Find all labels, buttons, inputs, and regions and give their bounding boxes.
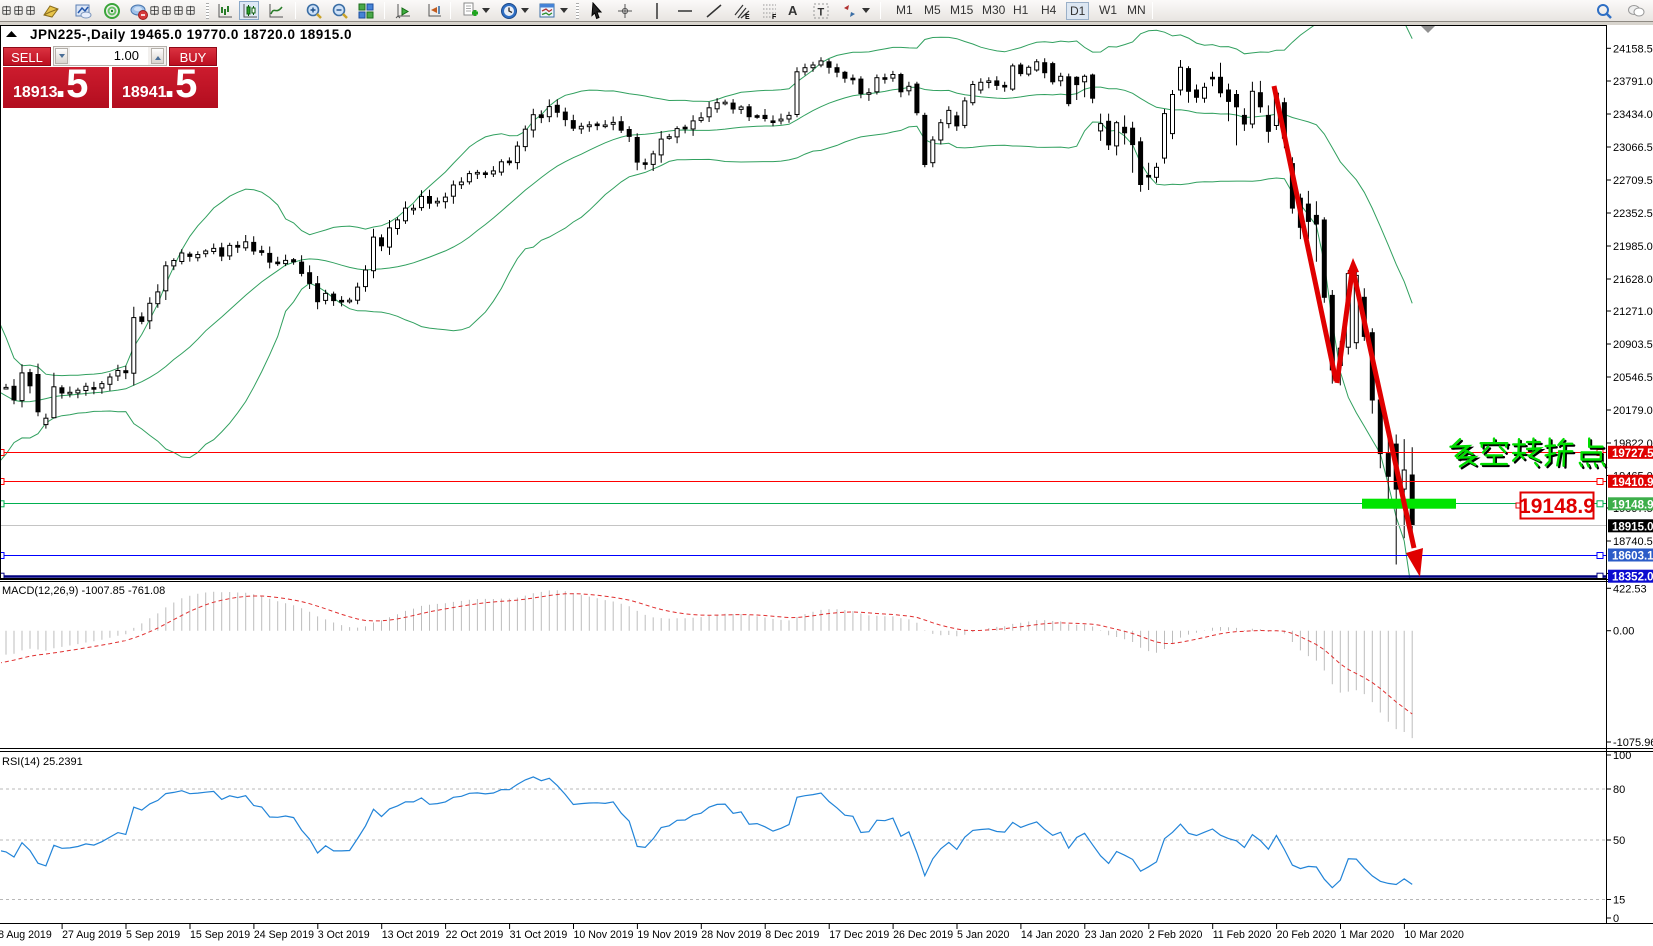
svg-text:100: 100 bbox=[1613, 750, 1631, 762]
svg-text:11 Feb 2020: 11 Feb 2020 bbox=[1213, 929, 1272, 941]
svg-text:19148.9: 19148.9 bbox=[1612, 499, 1653, 511]
svg-text:20179.0: 20179.0 bbox=[1613, 405, 1653, 417]
svg-text:18352.0: 18352.0 bbox=[1612, 572, 1653, 584]
svg-text:JPN225-,Daily 19465.0 19770.0: JPN225-,Daily 19465.0 19770.0 18720.0 18… bbox=[30, 27, 352, 42]
svg-text:15 Sep 2019: 15 Sep 2019 bbox=[190, 929, 250, 941]
svg-text:2 Feb 2020: 2 Feb 2020 bbox=[1149, 929, 1203, 941]
svg-text:-1075.96: -1075.96 bbox=[1613, 737, 1653, 749]
svg-text:27 Aug 2019: 27 Aug 2019 bbox=[62, 929, 122, 941]
svg-text:31 Oct 2019: 31 Oct 2019 bbox=[510, 929, 568, 941]
svg-text:19148.9: 19148.9 bbox=[1519, 495, 1595, 518]
svg-text:E: E bbox=[745, 14, 750, 20]
svg-text:26 Dec 2019: 26 Dec 2019 bbox=[893, 929, 953, 941]
svg-text:28 Nov 2019: 28 Nov 2019 bbox=[701, 929, 761, 941]
svg-text:422.53: 422.53 bbox=[1613, 583, 1647, 595]
svg-text:18740.5: 18740.5 bbox=[1613, 536, 1653, 548]
svg-text:14 Jan 2020: 14 Jan 2020 bbox=[1021, 929, 1079, 941]
svg-text:5 Jan 2020: 5 Jan 2020 bbox=[957, 929, 1010, 941]
svg-text:19 Nov 2019: 19 Nov 2019 bbox=[637, 929, 697, 941]
svg-text:19727.5: 19727.5 bbox=[1612, 448, 1653, 460]
svg-text:22709.5: 22709.5 bbox=[1613, 175, 1653, 187]
svg-text:80: 80 bbox=[1613, 784, 1625, 796]
svg-text:13 Oct 2019: 13 Oct 2019 bbox=[382, 929, 440, 941]
svg-text:21985.0: 21985.0 bbox=[1613, 241, 1653, 253]
svg-text:0.00: 0.00 bbox=[1613, 626, 1634, 638]
svg-text:50: 50 bbox=[1613, 835, 1625, 847]
svg-text:10 Nov 2019: 10 Nov 2019 bbox=[574, 929, 634, 941]
svg-text:15: 15 bbox=[1613, 895, 1625, 907]
svg-text:20546.5: 20546.5 bbox=[1613, 372, 1653, 384]
svg-text:1 Mar 2020: 1 Mar 2020 bbox=[1341, 929, 1395, 941]
svg-text:20903.5: 20903.5 bbox=[1613, 339, 1653, 351]
svg-text:18 Aug 2019: 18 Aug 2019 bbox=[0, 929, 52, 941]
svg-text:3 Oct 2019: 3 Oct 2019 bbox=[318, 929, 370, 941]
svg-text:23434.0: 23434.0 bbox=[1613, 109, 1653, 121]
svg-text:8 Dec 2019: 8 Dec 2019 bbox=[765, 929, 819, 941]
svg-text:MACD(12,26,9) -1007.85 -761.08: MACD(12,26,9) -1007.85 -761.08 bbox=[2, 585, 165, 597]
svg-text:0: 0 bbox=[1613, 913, 1619, 925]
svg-text:24158.5: 24158.5 bbox=[1613, 43, 1653, 55]
svg-text:24 Sep 2019: 24 Sep 2019 bbox=[254, 929, 314, 941]
svg-text:5 Sep 2019: 5 Sep 2019 bbox=[126, 929, 180, 941]
svg-text:23066.5: 23066.5 bbox=[1613, 142, 1653, 154]
svg-text:17 Dec 2019: 17 Dec 2019 bbox=[829, 929, 889, 941]
svg-text:21628.0: 21628.0 bbox=[1613, 274, 1653, 286]
svg-text:23 Jan 2020: 23 Jan 2020 bbox=[1085, 929, 1143, 941]
svg-text:T: T bbox=[818, 7, 825, 19]
svg-text:RSI(14) 25.2391: RSI(14) 25.2391 bbox=[2, 756, 83, 768]
svg-text:18603.1: 18603.1 bbox=[1612, 551, 1653, 563]
svg-text:10 Mar 2020: 10 Mar 2020 bbox=[1404, 929, 1464, 941]
svg-text:22352.5: 22352.5 bbox=[1613, 208, 1653, 220]
svg-text:21271.0: 21271.0 bbox=[1613, 306, 1653, 318]
svg-text:19410.9: 19410.9 bbox=[1612, 477, 1653, 489]
svg-text:23791.0: 23791.0 bbox=[1613, 76, 1653, 88]
svg-text:18915.0: 18915.0 bbox=[1612, 521, 1653, 533]
svg-text:22 Oct 2019: 22 Oct 2019 bbox=[446, 929, 504, 941]
svg-text:F: F bbox=[772, 14, 777, 20]
svg-text:20 Feb 2020: 20 Feb 2020 bbox=[1277, 929, 1337, 941]
